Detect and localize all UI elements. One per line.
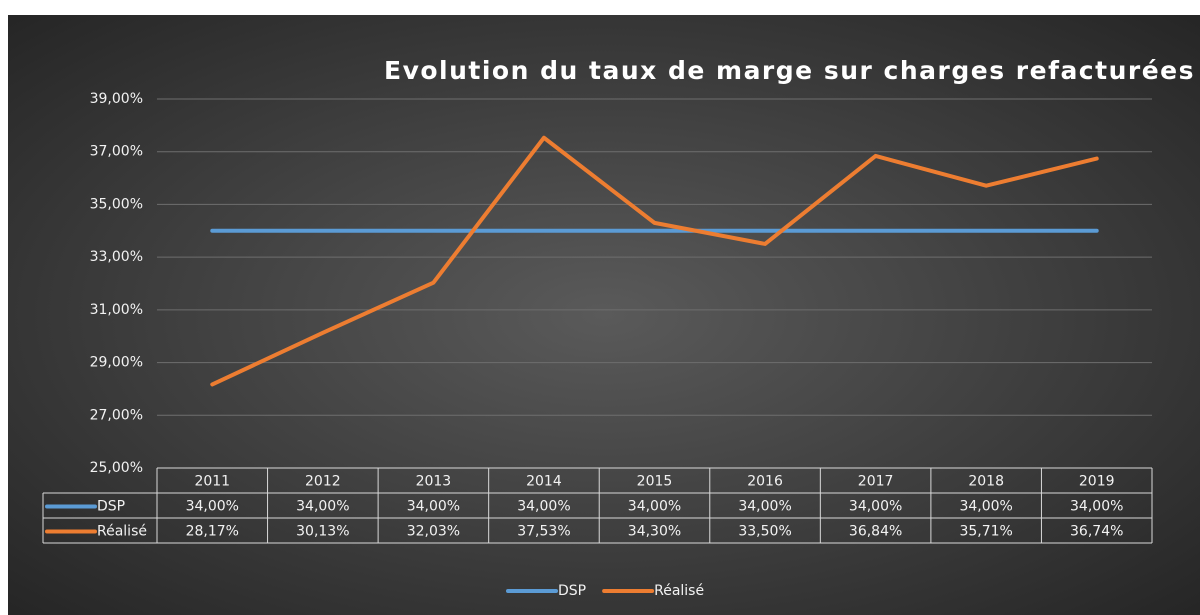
x-tick-label: 2017 (858, 474, 894, 490)
line-series (210, 135, 1099, 387)
y-tick-label: 39,00% (90, 91, 143, 107)
x-tick-label: 2013 (416, 474, 452, 490)
x-tick-label: 2012 (305, 474, 341, 490)
table-cell: 34,00% (959, 499, 1012, 515)
x-tick-label: 2011 (194, 474, 230, 490)
y-tick-label: 37,00% (90, 144, 143, 160)
table-cell: 34,00% (407, 499, 460, 515)
table-cell: 28,17% (186, 524, 239, 540)
table-cell: 34,00% (849, 499, 902, 515)
legend-label: DSP (558, 583, 586, 599)
table-cell: 34,30% (628, 524, 681, 540)
table-cell: 36,74% (1070, 524, 1123, 540)
y-tick-label: 35,00% (90, 196, 143, 212)
y-tick-label: 25,00% (90, 460, 143, 476)
y-tick-label: 31,00% (90, 302, 143, 318)
table-row-header: DSP (97, 499, 125, 515)
legend-label: Réalisé (654, 583, 704, 599)
chart-title: Evolution du taux de marge sur charges r… (384, 56, 1195, 85)
y-tick-label: 29,00% (90, 355, 143, 371)
table-cell: 33,50% (738, 524, 791, 540)
x-tick-label: 2018 (968, 474, 1004, 490)
table-cell: 34,00% (296, 499, 349, 515)
table-cell: 32,03% (407, 524, 460, 540)
table-row-header: Réalisé (97, 524, 147, 540)
table-cell: 34,00% (1070, 499, 1123, 515)
table-cell: 35,71% (959, 524, 1012, 540)
table-cell: 37,53% (517, 524, 570, 540)
x-tick-label: 2016 (747, 474, 783, 490)
y-tick-label: 27,00% (90, 407, 143, 423)
x-tick-label: 2014 (526, 474, 562, 490)
table-cell: 30,13% (296, 524, 349, 540)
table-cell: 36,84% (849, 524, 902, 540)
table-cell: 34,00% (186, 499, 239, 515)
x-tick-label: 2015 (637, 474, 673, 490)
chart-background (8, 15, 1200, 615)
y-tick-label: 33,00% (90, 249, 143, 265)
x-tick-label: 2019 (1079, 474, 1115, 490)
table-cell: 34,00% (738, 499, 791, 515)
table-cell: 34,00% (517, 499, 570, 515)
table-cell: 34,00% (628, 499, 681, 515)
